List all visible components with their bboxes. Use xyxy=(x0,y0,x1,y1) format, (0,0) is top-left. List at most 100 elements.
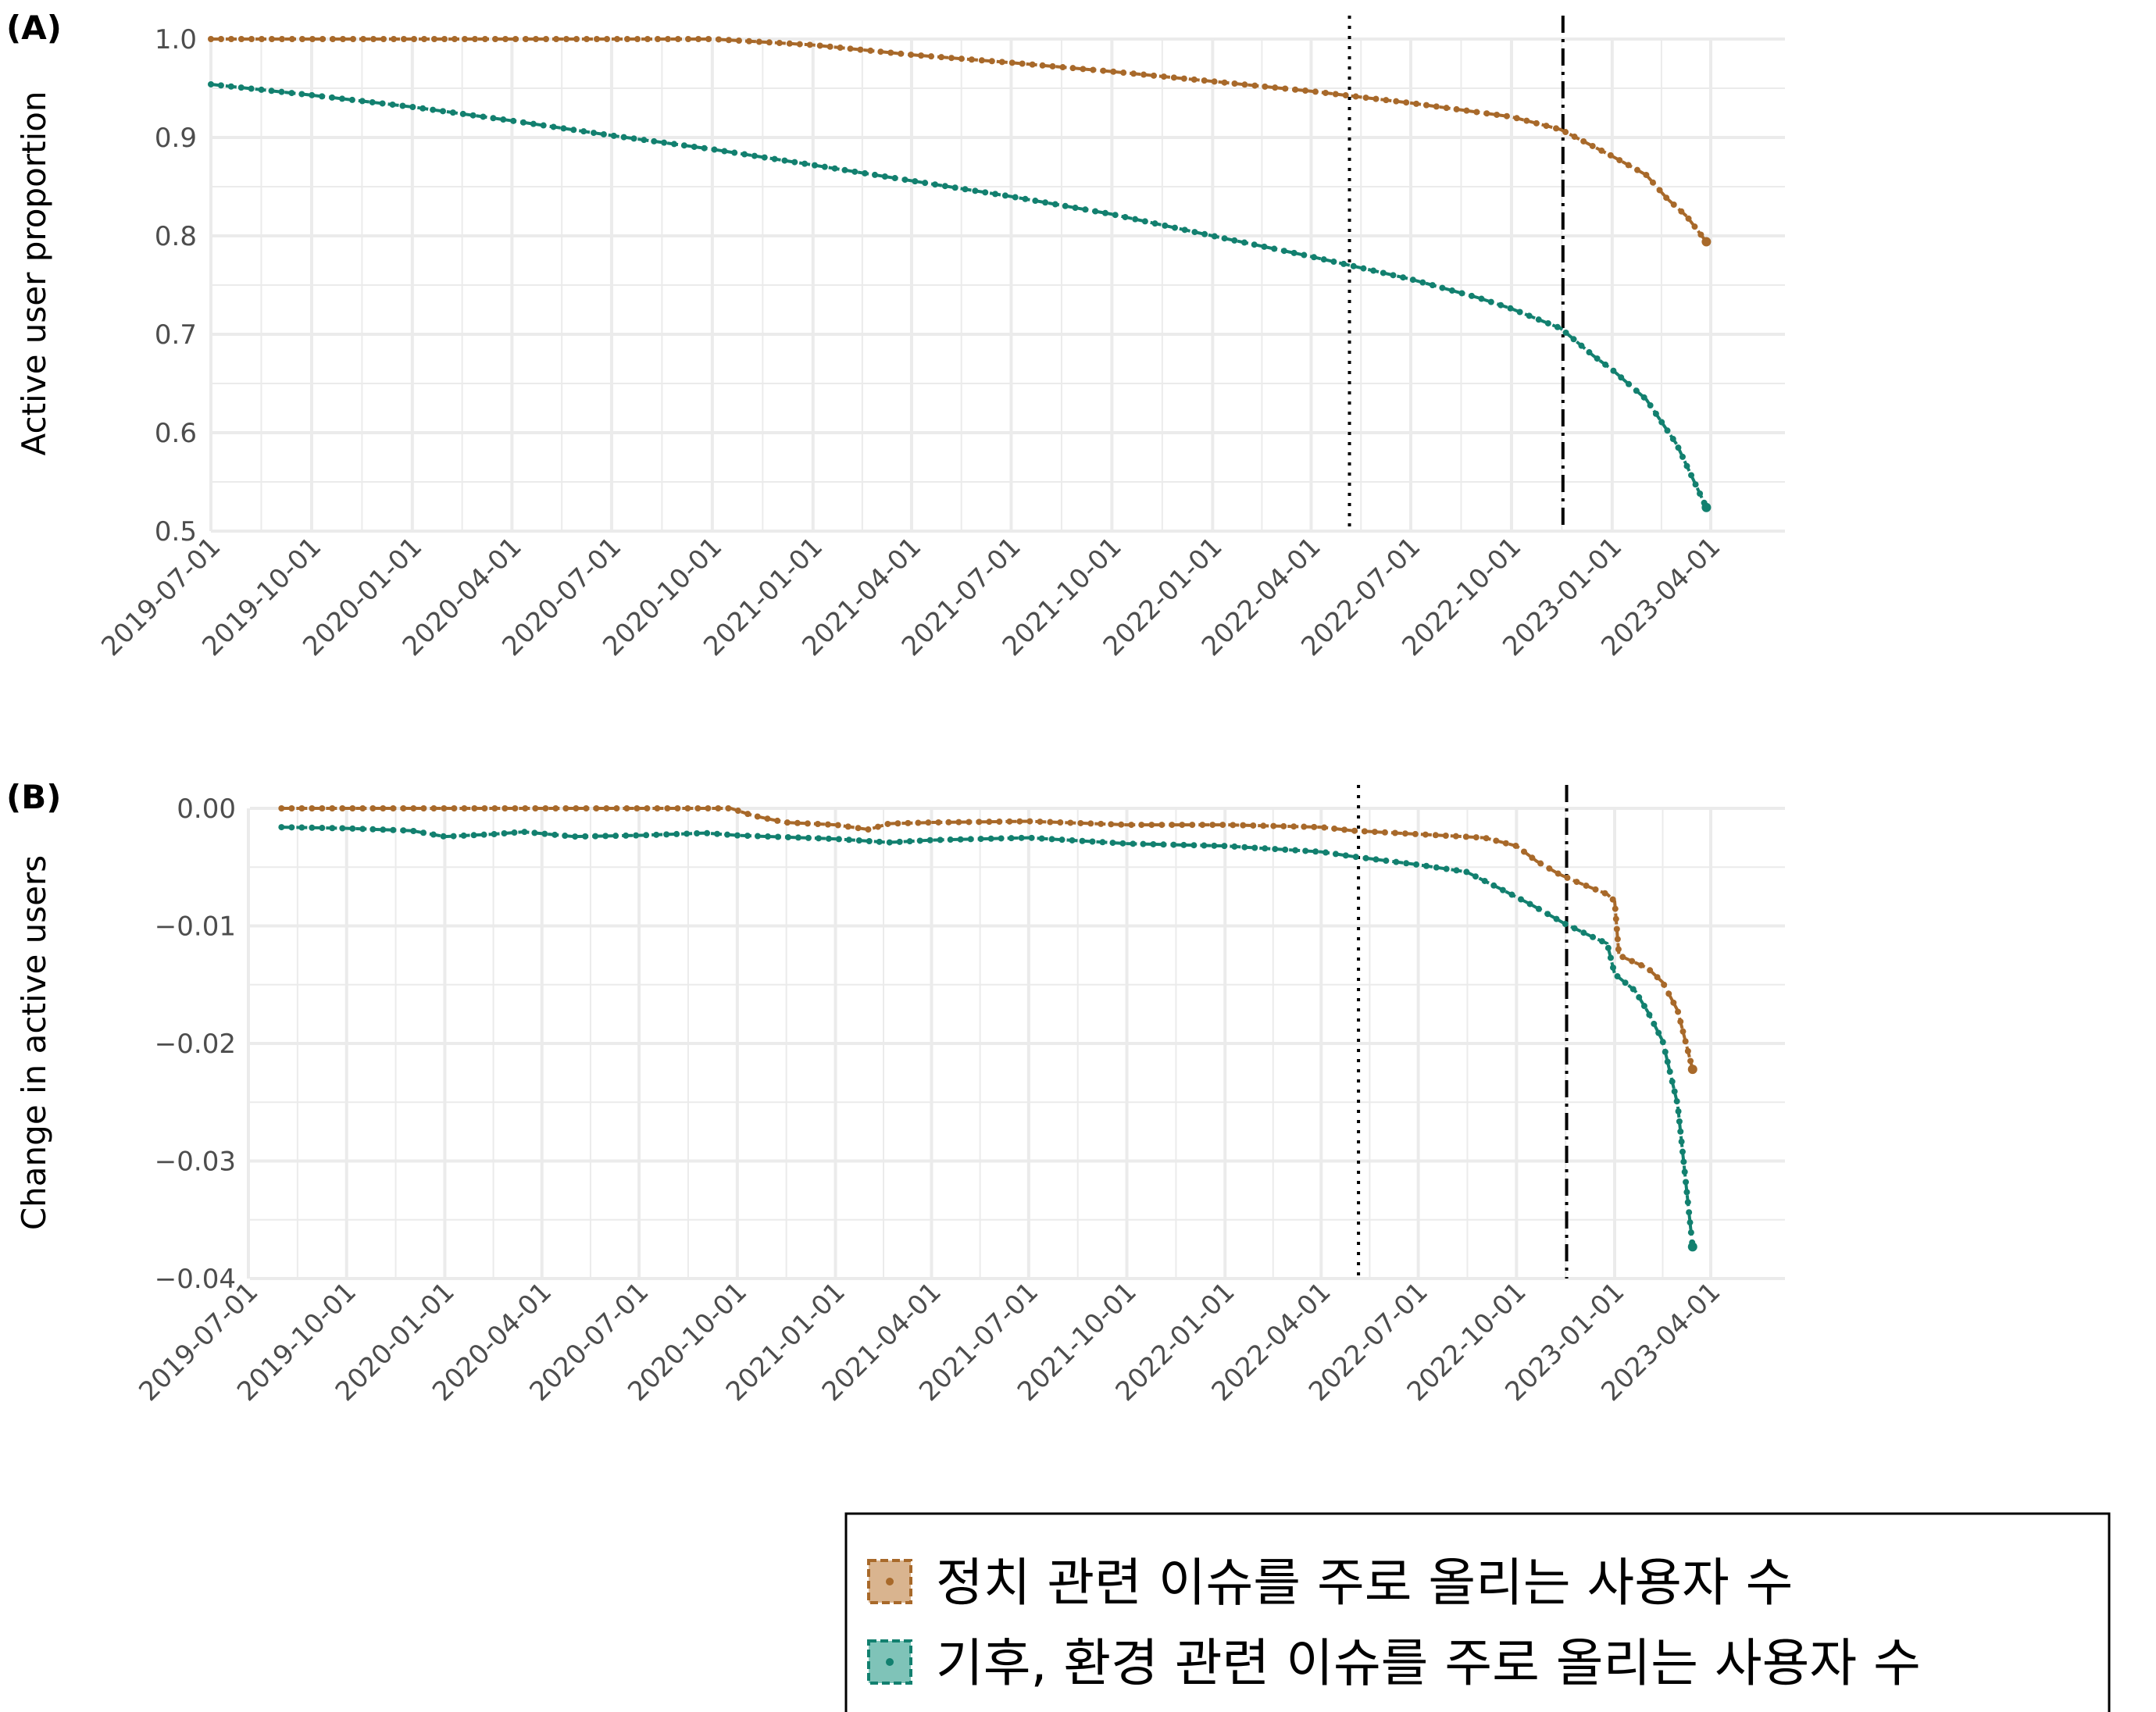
y-tick-label: 0.8 xyxy=(155,221,197,252)
series-point-political xyxy=(269,36,275,42)
series-point-climate xyxy=(1261,243,1268,250)
series-point-climate xyxy=(633,832,640,839)
series-point-political xyxy=(472,36,478,42)
series-point-political xyxy=(1562,129,1569,136)
series-point-political xyxy=(1221,79,1228,86)
series-point-political xyxy=(998,59,1005,66)
series-point-political xyxy=(542,805,549,811)
series-point-climate xyxy=(912,178,919,185)
series-point-political xyxy=(1057,819,1064,826)
series-point-climate xyxy=(906,838,913,845)
series-point-political xyxy=(958,55,965,62)
series-point-political xyxy=(1433,103,1440,110)
series-point-political xyxy=(887,49,894,56)
series-point-climate xyxy=(1001,192,1008,199)
series-point-political xyxy=(877,48,884,55)
series-point-climate xyxy=(701,144,708,152)
series-point-political xyxy=(1351,827,1358,834)
series-point-political xyxy=(644,36,651,42)
series-point-political xyxy=(228,36,234,42)
series-point-climate xyxy=(1633,387,1640,394)
series-point-climate xyxy=(1380,269,1387,276)
series-point-political xyxy=(248,36,255,42)
series-point-climate xyxy=(1340,260,1348,267)
series-point-political xyxy=(754,813,761,820)
series-point-political xyxy=(369,805,377,811)
series-point-political xyxy=(1251,82,1258,89)
series-point-political xyxy=(1158,822,1165,829)
series-point-climate xyxy=(521,829,528,836)
series-point-climate xyxy=(1544,911,1551,918)
series-point-political xyxy=(855,825,862,832)
series-point-political xyxy=(1422,102,1430,109)
series-point-political xyxy=(1614,936,1621,943)
series-point-climate xyxy=(600,130,607,137)
series-point-climate xyxy=(1562,329,1569,336)
series-point-climate xyxy=(1610,367,1617,374)
series-point-climate xyxy=(1342,852,1349,859)
series-point-political xyxy=(774,817,781,824)
series-point-political xyxy=(532,805,539,811)
series-point-climate xyxy=(1280,248,1287,255)
series-point-political xyxy=(1148,822,1155,829)
series-point-climate xyxy=(1360,265,1367,272)
series-point-political xyxy=(492,36,498,42)
legend-marker-political xyxy=(886,1578,894,1585)
series-point-political xyxy=(928,53,935,60)
series-point-political xyxy=(1661,981,1668,988)
series-point-political xyxy=(634,36,641,42)
series-point-climate xyxy=(1262,845,1269,852)
series-point-political xyxy=(935,819,942,826)
series-point-political xyxy=(461,805,468,811)
series-point-political xyxy=(1453,105,1460,112)
series-point-political xyxy=(955,819,962,826)
series-point-climate xyxy=(1594,355,1601,362)
series-point-climate xyxy=(1544,319,1551,326)
series-point-political xyxy=(523,36,529,42)
series-point-climate xyxy=(1390,272,1397,279)
series-point-political xyxy=(786,40,793,47)
series-point-political xyxy=(1546,865,1553,872)
series-point-climate xyxy=(754,833,761,840)
series-point-climate xyxy=(1350,262,1357,269)
series-point-climate xyxy=(811,162,818,169)
series-point-political xyxy=(1039,62,1046,69)
series-point-climate xyxy=(1028,834,1035,841)
series-point-political xyxy=(1100,67,1107,74)
series-point-political xyxy=(502,805,509,811)
series-point-political xyxy=(1189,822,1196,829)
series-point-political xyxy=(1311,823,1318,830)
series-point-climate xyxy=(651,137,658,144)
series-point-political xyxy=(1649,179,1656,186)
series-point-political xyxy=(1483,835,1490,842)
y-tick-label: −0.04 xyxy=(155,1264,236,1295)
series-point-climate xyxy=(399,102,406,109)
series-point-climate xyxy=(1666,1068,1673,1075)
series-point-political xyxy=(309,36,316,42)
series-point-climate xyxy=(784,833,791,840)
series-point-climate xyxy=(1089,838,1096,845)
series-point-climate xyxy=(1160,841,1167,848)
series-point-political xyxy=(1342,92,1349,99)
series-point-climate xyxy=(348,96,355,103)
series-point-political xyxy=(1290,823,1298,830)
series-point-political xyxy=(584,36,590,42)
series-point-climate xyxy=(309,91,316,98)
series-point-political xyxy=(1463,107,1470,114)
series-point-political xyxy=(1612,905,1619,912)
series-point-climate xyxy=(359,826,366,833)
series-point-political xyxy=(1381,829,1388,836)
series-point-political xyxy=(664,805,671,811)
series-point-political xyxy=(380,36,387,42)
series-point-climate xyxy=(855,837,862,844)
series-point-climate xyxy=(1140,840,1147,847)
series-point-climate xyxy=(1352,854,1359,861)
series-point-climate xyxy=(1675,444,1682,451)
series-point-climate xyxy=(1372,856,1380,863)
series-point-climate xyxy=(298,91,305,98)
series-point-climate xyxy=(580,128,587,135)
series-point-political xyxy=(309,805,316,811)
series-point-political xyxy=(1670,202,1677,209)
series-point-political xyxy=(1701,237,1712,247)
series-point-climate xyxy=(459,110,466,117)
